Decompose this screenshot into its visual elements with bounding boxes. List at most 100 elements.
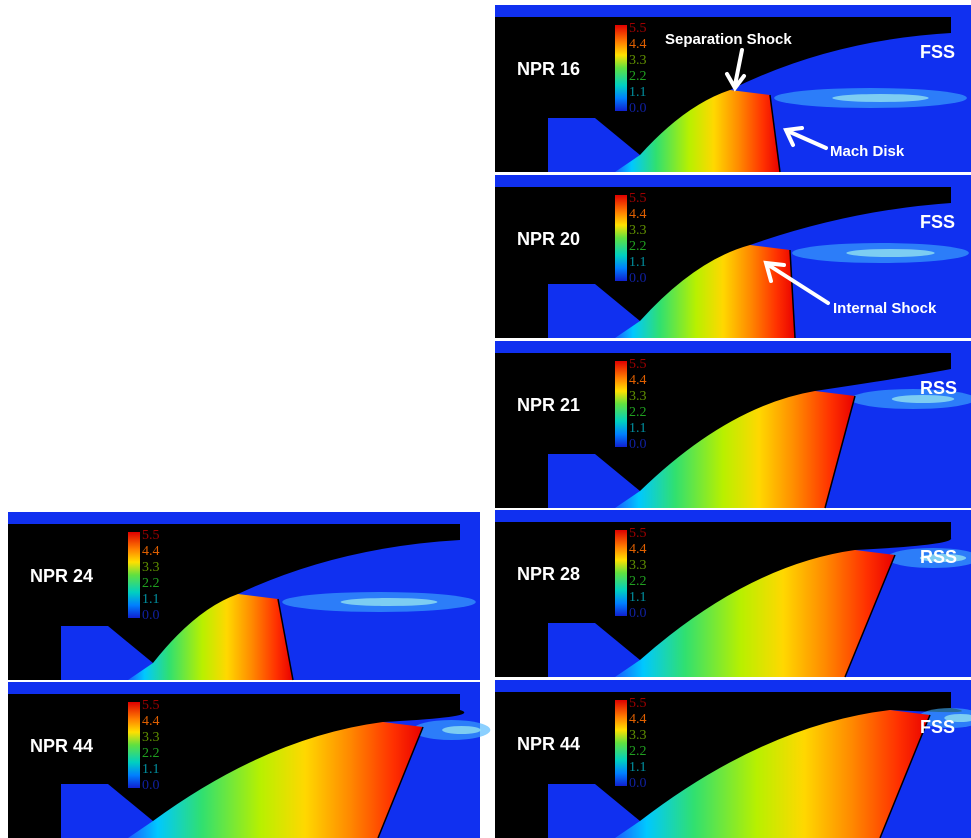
regime-label: FSS <box>920 42 955 62</box>
shock-line <box>789 249 796 339</box>
colorbar-label: 5.5 <box>629 21 647 36</box>
top-strip <box>495 510 971 522</box>
npr-label: NPR 21 <box>517 395 580 415</box>
colorbar-label: 5.5 <box>142 698 160 713</box>
colorbar <box>615 530 627 616</box>
colorbar-label: 4.4 <box>629 207 647 222</box>
annotation-arrow <box>763 260 830 305</box>
colorbar-label: 4.4 <box>629 373 647 388</box>
colorbar-label: 2.2 <box>629 574 647 589</box>
colorbar-label: 4.4 <box>629 542 647 557</box>
colorbar-label: 0.0 <box>142 778 160 793</box>
colorbar-label: 2.2 <box>629 744 647 759</box>
panel: 5.54.43.32.21.10.0 NPR 44 <box>8 682 491 838</box>
colorbar-label: 5.5 <box>629 191 647 206</box>
colorbar-label: 1.1 <box>629 421 647 436</box>
top-strip <box>8 682 480 694</box>
plume-core <box>891 395 955 403</box>
colorbar-label: 3.3 <box>629 53 647 68</box>
colorbar-label: 2.2 <box>629 69 647 84</box>
expansion-fan <box>615 90 780 172</box>
colorbar-label: 4.4 <box>142 544 160 559</box>
expansion-fan <box>615 391 855 508</box>
expansion-fan <box>615 245 795 338</box>
colorbar-label: 2.2 <box>629 239 647 254</box>
top-strip <box>495 680 971 692</box>
colorbar-label: 1.1 <box>629 760 647 775</box>
colorbar-label: 3.3 <box>629 728 647 743</box>
regime-label: FSS <box>920 212 955 232</box>
expansion-fan <box>128 594 293 680</box>
colorbar-label: 5.5 <box>629 696 647 711</box>
colorbar <box>615 25 627 111</box>
panel: 5.54.43.32.21.10.0 NPR 21 RSS <box>495 341 971 509</box>
colorbar-label: 5.5 <box>629 526 647 541</box>
colorbar-label: 0.0 <box>629 101 647 116</box>
top-strip <box>495 175 971 187</box>
npr-label: NPR 16 <box>517 59 580 79</box>
expansion-fan <box>128 722 423 838</box>
colorbar-label: 3.3 <box>142 560 160 575</box>
npr-label: NPR 24 <box>30 566 93 586</box>
colorbar-label: 3.3 <box>629 389 647 404</box>
panel: 5.54.43.32.21.10.0 NPR 20 FSS <box>495 175 971 339</box>
annotation: Internal Shock <box>833 300 937 317</box>
plume-core <box>919 554 967 562</box>
colorbar-label: 1.1 <box>142 592 160 607</box>
plume-core <box>944 714 971 722</box>
top-strip <box>495 5 971 17</box>
plume-core <box>846 249 935 257</box>
colorbar-label: 1.1 <box>629 590 647 605</box>
plume-core <box>832 94 929 102</box>
shock-line <box>844 554 896 678</box>
npr-label: NPR 28 <box>517 564 580 584</box>
colorbar <box>615 361 627 447</box>
plume-core <box>340 598 438 606</box>
colorbar-label: 0.0 <box>629 606 647 621</box>
npr-label: NPR 44 <box>517 734 580 754</box>
colorbar-label: 5.5 <box>142 528 160 543</box>
inlet-flow <box>548 284 640 338</box>
shock-line <box>879 714 931 838</box>
colorbar <box>128 532 140 618</box>
shock-line <box>769 94 781 173</box>
colorbar-label: 0.0 <box>142 608 160 623</box>
panel: 5.54.43.32.21.10.0 NPR 44 FSS <box>495 680 971 838</box>
inlet-flow <box>548 784 640 838</box>
top-strip <box>495 341 971 353</box>
colorbar <box>615 195 627 281</box>
annotation: Mach Disk <box>830 143 905 160</box>
colorbar <box>128 702 140 788</box>
colorbar-label: 1.1 <box>629 85 647 100</box>
colorbar-label: 3.3 <box>142 730 160 745</box>
annotation-arrow <box>725 48 746 92</box>
expansion-fan <box>615 710 930 838</box>
colorbar-label: 2.2 <box>142 746 160 761</box>
annotation: Separation Shock <box>665 31 792 48</box>
inlet-flow <box>548 454 640 508</box>
regime-label: RSS <box>920 547 957 567</box>
shock-line <box>377 726 424 838</box>
npr-label: NPR 20 <box>517 229 580 249</box>
plume-core <box>442 726 481 734</box>
panel: 5.54.43.32.21.10.0 NPR 28 RSS <box>495 510 971 678</box>
colorbar-label: 1.1 <box>629 255 647 270</box>
expansion-fan <box>615 550 895 677</box>
inlet-flow <box>61 784 153 838</box>
regime-label: RSS <box>920 378 957 398</box>
regime-label: FSS <box>920 717 955 737</box>
colorbar-label: 3.3 <box>629 223 647 238</box>
colorbar-label: 2.2 <box>629 405 647 420</box>
npr-label: NPR 44 <box>30 736 93 756</box>
inlet-flow <box>548 118 640 172</box>
colorbar-label: 0.0 <box>629 437 647 452</box>
colorbar-label: 4.4 <box>629 712 647 727</box>
colorbar-label: 0.0 <box>629 776 647 791</box>
shock-line <box>824 395 856 509</box>
shock-line <box>277 598 294 681</box>
colorbar-label: 3.3 <box>629 558 647 573</box>
colorbar-label: 0.0 <box>629 271 647 286</box>
inlet-flow <box>61 626 153 680</box>
colorbar-label: 5.5 <box>629 357 647 372</box>
